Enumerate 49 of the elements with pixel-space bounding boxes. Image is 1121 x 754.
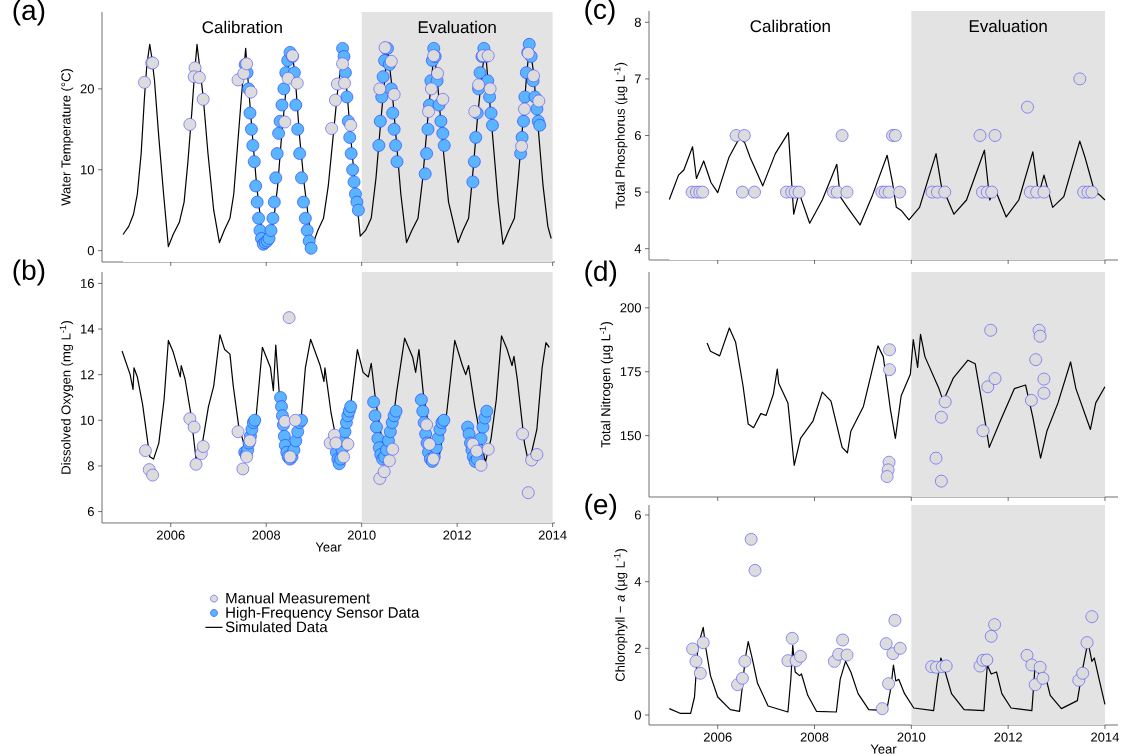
y-tick-label: 4 [634,577,642,587]
y-axis-title: Chlorophyll − a (µg L$^{-1}$) [614,549,628,682]
chart-title: (b) [13,259,45,286]
legend-label: Manual Measurement [226,592,371,604]
y-tick-label: 150 [620,431,641,441]
y-tick-label: 4 [634,244,642,254]
x-tick-label: 2014 [1091,732,1120,742]
y-tick-label: 0 [634,710,641,720]
x-tick-label: 2010 [897,732,926,742]
y-tick-label: 6 [87,506,94,517]
x-tick-label: 2006 [703,732,732,742]
y-axis-title: Total Nitrogen (µg L$^{-1}$) [599,321,613,448]
band-label: Calibration [202,20,282,34]
x-tick-label: 2006 [156,530,185,540]
y-tick-label: 2 [634,643,641,653]
band-label: Calibration [750,19,830,33]
x-tick-label: 2014 [538,530,567,540]
x-tick-label: 2008 [252,530,281,540]
legend-label: High-Frequency Sensor Data [226,606,420,621]
y-tick-label: 8 [634,17,641,27]
y-tick-label: 0 [87,246,94,256]
y-tick-label: 10 [81,415,94,425]
y-tick-label: 12 [81,370,94,380]
y-tick-label: 20 [80,84,94,94]
x-tick-label: 2012 [994,732,1022,742]
y-tick-label: 8 [87,461,94,471]
x-tick-label: 2010 [347,530,376,540]
x-axis-title: Year [315,542,342,552]
chart-title: (d) [585,260,617,287]
y-axis-title: Total Phosphorus (µg L$^{-1}$) [614,62,628,209]
y-tick-label: 6 [634,510,641,520]
y-tick-label: 200 [620,303,641,313]
chart-title: (e) [585,493,617,520]
y-tick-label: 5 [634,187,641,197]
band-label: Evaluation [969,19,1047,33]
y-tick-label: 10 [81,165,94,175]
x-tick-label: 2012 [443,530,471,540]
y-tick-label: 7 [634,74,641,84]
y-tick-label: 14 [81,324,95,334]
band-label: Evaluation [418,20,496,34]
y-axis-title: Dissolved Oxygen (mg L$^{-1}$) [59,321,74,474]
y-tick-label: 6 [634,130,641,141]
x-tick-label: 2008 [800,732,829,742]
x-axis-title: Year [870,744,897,754]
y-axis-title: Water Temperature (°C) [61,68,74,206]
chart-title: (a) [13,0,45,26]
legend-label: Simulated Data [225,621,328,633]
y-tick-label: 175 [620,367,641,377]
y-tick-label: 16 [81,278,94,288]
